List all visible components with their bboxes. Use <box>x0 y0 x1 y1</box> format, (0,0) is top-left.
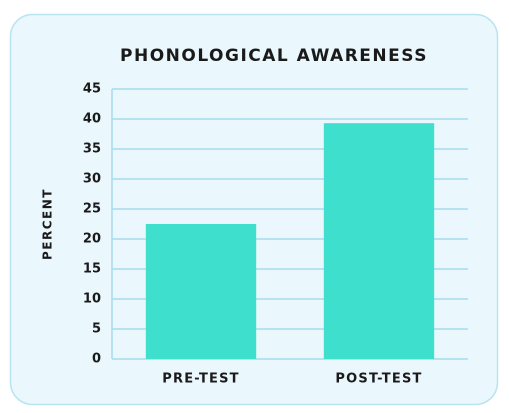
y-tick-label: 40 <box>83 112 101 127</box>
bar <box>323 123 435 359</box>
y-tick-label: 35 <box>83 142 101 157</box>
y-tick-label: 30 <box>83 172 101 187</box>
y-tick-label: 5 <box>92 322 101 337</box>
y-tick-label: 25 <box>83 202 101 217</box>
y-tick-label: 0 <box>92 352 101 367</box>
chart-title: PHONOLOGICAL AWARENESS <box>120 46 428 66</box>
y-tick-label: 10 <box>83 292 101 307</box>
y-tick-label: 15 <box>83 262 101 277</box>
y-axis-title: PERCENT <box>41 188 55 260</box>
y-tick-label: 45 <box>83 82 101 97</box>
x-tick-label: POST-TEST <box>335 372 422 387</box>
y-tick-label: 20 <box>83 232 101 247</box>
bar <box>145 224 257 359</box>
x-tick-label: PRE-TEST <box>162 372 239 387</box>
